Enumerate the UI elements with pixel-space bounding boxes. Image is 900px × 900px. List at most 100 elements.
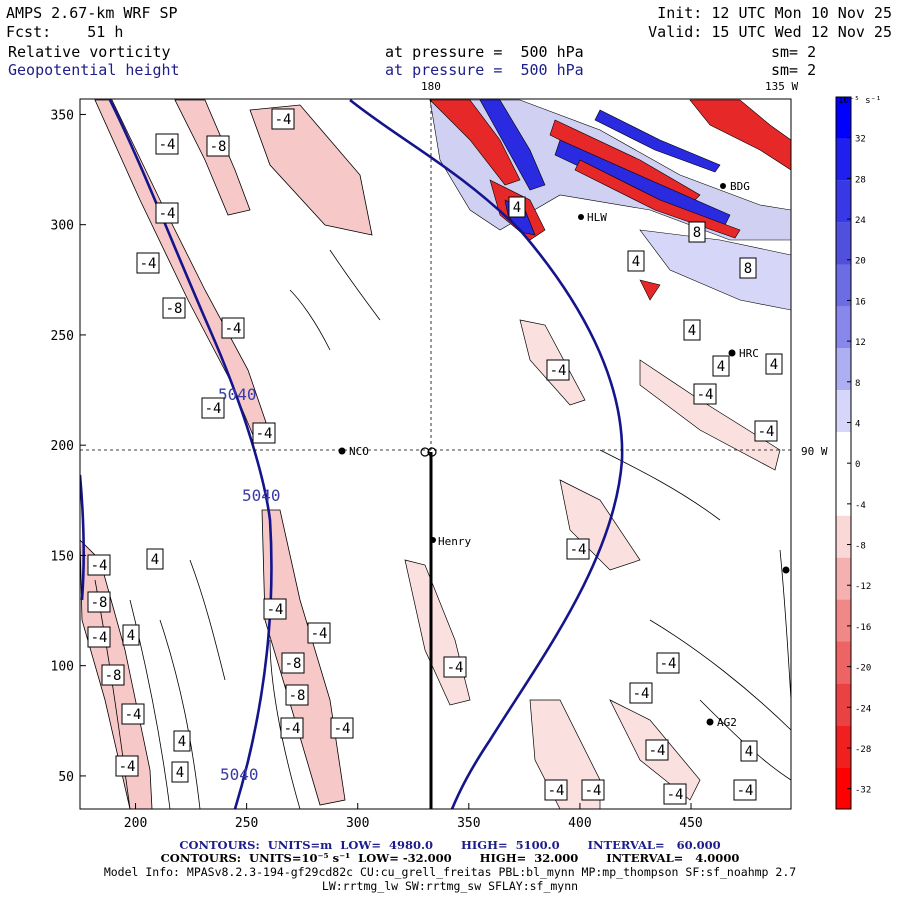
vorticity-label: -8 bbox=[91, 595, 108, 611]
station-label: HLW bbox=[587, 211, 607, 224]
vorticity-label: -4 bbox=[550, 363, 567, 379]
pos-vorticity-region bbox=[639, 229, 791, 311]
station-marker[interactable] bbox=[720, 183, 726, 189]
vorticity-label-box bbox=[87, 591, 111, 613]
x-tick-label: 300 bbox=[346, 816, 369, 830]
vorticity-label-box bbox=[754, 420, 778, 442]
vorticity-label-box bbox=[136, 252, 160, 274]
vorticity-label-box bbox=[201, 397, 225, 419]
colorbar-tick-label: -20 bbox=[855, 664, 871, 674]
meridian-label: 180 bbox=[421, 80, 441, 93]
axes: 200 250 300 350 400 450 350 300 250 200 150 100 50 bbox=[51, 108, 703, 830]
colorbar-swatch bbox=[836, 725, 851, 768]
vorticity-label: -4 bbox=[119, 759, 136, 775]
vorticity-label-box bbox=[206, 135, 230, 157]
colorbar-tick-label: -28 bbox=[855, 745, 871, 755]
field2-smooth: sm= 2 bbox=[771, 61, 817, 79]
vorticity-label: -4 bbox=[159, 206, 176, 222]
station-marker[interactable] bbox=[338, 447, 346, 455]
vorticity-label: -8 bbox=[285, 656, 302, 672]
valid-time: Valid: 15 UTC Wed 12 Nov 25 bbox=[648, 23, 892, 41]
vorticity-label: -8 bbox=[289, 688, 306, 704]
vorticity-label-box bbox=[693, 383, 717, 405]
vorticity-label: 4 bbox=[178, 734, 186, 750]
colorbar-tick-label: 0 bbox=[855, 460, 860, 470]
field2-level: at pressure = 500 hPa bbox=[385, 61, 584, 79]
station-group: NCO Henry BDG HRC AG2 HLW bbox=[338, 180, 790, 729]
colorbar-swatch bbox=[836, 767, 851, 809]
y-tick-label: 200 bbox=[51, 439, 74, 454]
y-tick-label: 150 bbox=[51, 549, 74, 564]
field2-name: Geopotential height bbox=[8, 61, 180, 79]
colorbar-swatch bbox=[836, 641, 851, 684]
colorbar-tick-label: -24 bbox=[855, 704, 871, 714]
colorbar-tick-label: -12 bbox=[855, 582, 871, 592]
vorticity-label-box bbox=[155, 133, 179, 155]
vorticity-label-box bbox=[443, 656, 467, 678]
colorbar: 32 28 24 20 16 12 8 4 0 -4 -8 -12 -16 -20 -24 -28 -32 bbox=[835, 96, 871, 810]
colorbar-tick-label: -16 bbox=[855, 623, 871, 633]
vorticity-label: 8 bbox=[693, 225, 701, 241]
y-tick-label: 100 bbox=[51, 660, 74, 675]
x-tick-label: 250 bbox=[235, 816, 258, 830]
vorticity-label-box bbox=[739, 257, 757, 279]
colorbar-tick-label: -8 bbox=[855, 542, 866, 552]
neg-vorticity-band bbox=[249, 104, 373, 236]
height-contour-labels: 5040 5040 5040 bbox=[218, 385, 281, 784]
vorticity-label-box bbox=[162, 297, 186, 319]
vorticity-label: -8 bbox=[210, 139, 227, 155]
vorticity-label: -4 bbox=[697, 387, 714, 403]
vorticity-label: -4 bbox=[275, 112, 292, 128]
vorticity-label-box bbox=[508, 196, 526, 218]
station-marker[interactable] bbox=[430, 537, 436, 543]
colorbar-tick-label: -4 bbox=[855, 501, 866, 511]
vorticity-label-box bbox=[173, 730, 191, 752]
x-tick-label: 400 bbox=[568, 816, 591, 830]
vorticity-label: 4 bbox=[745, 744, 753, 760]
y-tick-label: 300 bbox=[51, 219, 74, 234]
neg-vorticity-band bbox=[174, 99, 251, 216]
vorticity-label: -4 bbox=[737, 783, 754, 799]
station-marker[interactable] bbox=[578, 214, 584, 220]
vorticity-label-box bbox=[330, 717, 354, 739]
footer-model-info: Model Info: MPASv8.2.3-194-gf29cd82c CU:… bbox=[103, 865, 797, 879]
vorticity-label-box bbox=[645, 739, 669, 761]
vorticity-label: -4 bbox=[667, 787, 684, 803]
station-marker[interactable] bbox=[728, 349, 736, 357]
forecast-hour: Fcst: 51 h bbox=[6, 23, 124, 41]
vorticity-label: -4 bbox=[649, 743, 666, 759]
colorbar-swatch bbox=[836, 264, 851, 307]
colorbar-tick-label: 16 bbox=[855, 297, 866, 307]
vorticity-label-box bbox=[281, 652, 305, 674]
vorticity-label-box bbox=[712, 355, 730, 377]
field1-name: Relative vorticity bbox=[8, 43, 171, 61]
vorticity-label: -8 bbox=[166, 301, 183, 317]
colorbar-tick-label: 8 bbox=[855, 379, 860, 389]
vorticity-label: -4 bbox=[125, 707, 142, 723]
y-tick-label: 250 bbox=[51, 329, 74, 344]
vorticity-label-box bbox=[263, 598, 287, 620]
vorticity-label: 4 bbox=[770, 357, 778, 373]
vorticity-label-box bbox=[656, 652, 680, 674]
station-marker[interactable] bbox=[706, 718, 714, 726]
station-label: BDG bbox=[730, 180, 750, 193]
field1-level: at pressure = 500 hPa bbox=[385, 43, 584, 61]
plot-area: NCO Henry BDG HRC AG2 HLW 5040 5040 5040… bbox=[80, 99, 791, 809]
vorticity-label: -4 bbox=[758, 424, 775, 440]
colorbar-swatch bbox=[836, 515, 851, 558]
vorticity-label-box bbox=[115, 755, 139, 777]
vorticity-label-box bbox=[627, 250, 645, 272]
neg-vorticity-band bbox=[559, 479, 641, 571]
footer-model-info-cont: LW:rrtmg_lw SW:rrtmg_sw SFLAY:sf_mynn bbox=[321, 879, 579, 893]
station-label: HRC bbox=[739, 347, 759, 360]
cross-section-marker bbox=[420, 447, 437, 457]
station-marker[interactable] bbox=[782, 566, 790, 574]
y-tick-label: 50 bbox=[58, 770, 74, 785]
vorticity-label: -4 bbox=[570, 542, 587, 558]
init-time: Init: 12 UTC Mon 10 Nov 25 bbox=[657, 4, 892, 22]
vorticity-label: 8 bbox=[744, 261, 752, 277]
vorticity-label-box bbox=[87, 626, 111, 648]
vorticity-label-box bbox=[271, 108, 295, 130]
y-tick-label: 350 bbox=[51, 108, 74, 123]
height-label: 5040 bbox=[242, 486, 281, 505]
